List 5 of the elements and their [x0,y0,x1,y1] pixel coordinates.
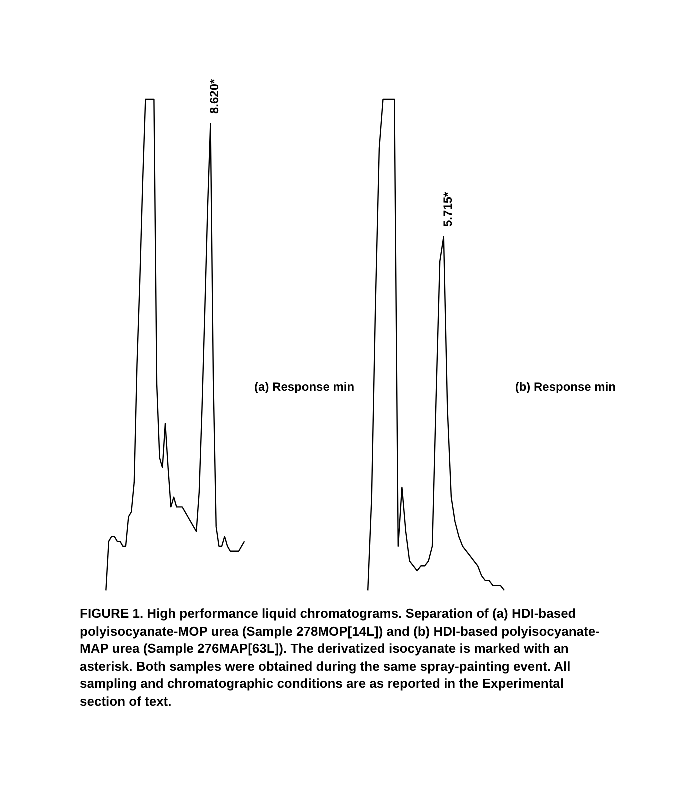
annotation: 8.620* [208,78,222,114]
annotation: 5.715* [440,192,455,227]
text: (b) Response min [515,380,616,394]
caption: FIGURE 1. High performance liquid chromatograms. Separation of (a) HDI-based polyisocyanate-MOP urea (Sample 278MOP[14L]) and (b) HDI-based polyisocyanate-MAP urea (Sample 276MAP[63L]). The derivatized isocyanate is marked with an asterisk. Both samples were obtained during the same spray-painting event. All sampling and chromatographic conditions are as reported in the Experimental section of text. [80,605,601,710]
text: (a) Response min [254,380,355,394]
